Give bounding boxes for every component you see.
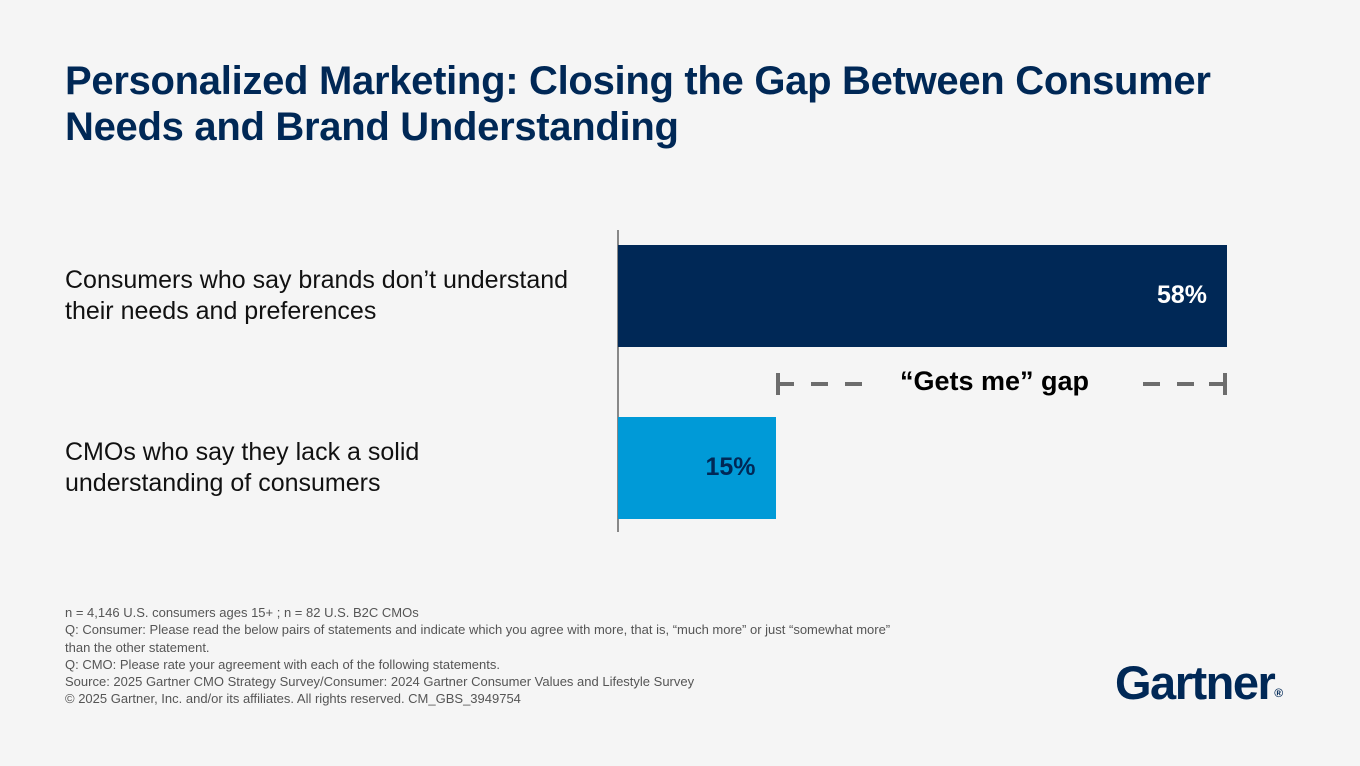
gap-dash (776, 382, 794, 386)
footnotes: n = 4,146 U.S. consumers ages 15+ ; n = … (65, 604, 895, 708)
category-label-consumers: Consumers who say brands don’t understan… (65, 266, 569, 325)
data-label-0: 58% (1156, 281, 1207, 309)
gap-dash (1177, 382, 1194, 386)
gap-dash (845, 382, 862, 386)
bar-0 (618, 245, 1227, 347)
footnote: Q: Consumer: Please read the below pairs… (65, 622, 891, 655)
chart-title: Personalized Marketing: Closing the Gap … (65, 59, 1211, 149)
logo-registered-mark: ® (1274, 686, 1284, 700)
footnote: Source: 2025 Gartner CMO Strategy Survey… (65, 674, 695, 690)
footnote: n = 4,146 U.S. consumers ages 15+ ; n = … (65, 605, 419, 620)
gap-dash (811, 382, 828, 386)
gap-dash (1209, 382, 1227, 386)
gap-bracket (0, 364, 1360, 404)
footnote: Q: CMO: Please rate your agreement with … (65, 656, 500, 672)
gartner-logo: Gartner® (1115, 655, 1283, 710)
gap-dash (1143, 382, 1160, 386)
y-axis-line (617, 230, 619, 532)
data-label-1: 15% (705, 453, 756, 481)
category-label-cmos: CMOs who say they lack a solid understan… (65, 438, 420, 497)
bar-1 (618, 417, 776, 519)
logo-text: Gartner (1115, 656, 1276, 709)
gap-annotation: “Gets me” gap (900, 366, 1090, 396)
gap-tick-right (1223, 373, 1227, 395)
footnote: © 2025 Gartner, Inc. and/or its affiliat… (65, 691, 521, 707)
